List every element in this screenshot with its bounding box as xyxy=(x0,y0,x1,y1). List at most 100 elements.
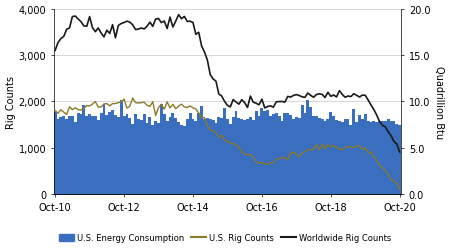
Bar xyxy=(344,119,346,194)
Y-axis label: Quadrillion Btu: Quadrillion Btu xyxy=(434,66,445,138)
Bar xyxy=(189,113,192,194)
Bar xyxy=(91,117,94,194)
Bar xyxy=(263,111,266,194)
Bar xyxy=(86,116,88,194)
Bar xyxy=(234,112,238,194)
Bar xyxy=(327,120,329,194)
Bar xyxy=(123,117,126,194)
Bar xyxy=(255,111,257,194)
Bar xyxy=(398,126,401,194)
Bar xyxy=(367,122,369,194)
Bar xyxy=(186,119,189,194)
Bar xyxy=(126,114,128,194)
Bar xyxy=(306,100,309,194)
Bar xyxy=(192,120,194,194)
Bar xyxy=(111,111,114,194)
Bar xyxy=(151,126,154,194)
Bar xyxy=(217,117,220,194)
Bar xyxy=(57,120,59,194)
Bar xyxy=(59,118,63,194)
Bar xyxy=(148,117,151,194)
Bar xyxy=(355,122,358,194)
Bar xyxy=(321,119,324,194)
Bar xyxy=(284,114,286,194)
Bar xyxy=(180,126,183,194)
Bar xyxy=(238,118,240,194)
Bar xyxy=(169,118,171,194)
Bar xyxy=(212,120,215,194)
Bar xyxy=(143,115,146,194)
Bar xyxy=(272,115,275,194)
Bar xyxy=(332,117,335,194)
Bar xyxy=(206,119,209,194)
Bar xyxy=(114,116,117,194)
Bar xyxy=(257,117,261,194)
Bar xyxy=(105,115,108,194)
Bar xyxy=(223,109,226,194)
Bar xyxy=(240,120,243,194)
Bar xyxy=(54,113,57,194)
Bar xyxy=(117,118,120,194)
Bar xyxy=(378,122,381,194)
Bar xyxy=(68,117,71,194)
Bar xyxy=(369,123,373,194)
Bar xyxy=(266,111,269,194)
Bar xyxy=(346,119,350,194)
Bar xyxy=(146,124,148,194)
Bar xyxy=(338,122,341,194)
Bar xyxy=(171,114,174,194)
Bar xyxy=(364,115,367,194)
Bar xyxy=(160,104,163,194)
Bar xyxy=(246,120,249,194)
Bar xyxy=(392,121,396,194)
Bar xyxy=(301,105,303,194)
Bar xyxy=(103,105,105,194)
Bar xyxy=(166,121,169,194)
Bar xyxy=(324,121,327,194)
Bar xyxy=(194,122,197,194)
Bar xyxy=(298,119,301,194)
Bar xyxy=(280,122,284,194)
Bar xyxy=(183,126,186,194)
Bar xyxy=(80,114,82,194)
Bar xyxy=(292,120,295,194)
Bar xyxy=(63,116,65,194)
Bar xyxy=(108,112,111,194)
Bar xyxy=(361,120,364,194)
Bar xyxy=(352,109,355,194)
Bar xyxy=(384,121,387,194)
Bar xyxy=(318,119,321,194)
Bar xyxy=(174,118,177,194)
Bar xyxy=(220,119,223,194)
Bar xyxy=(82,106,86,194)
Bar xyxy=(243,121,246,194)
Bar xyxy=(203,120,206,194)
Bar xyxy=(163,114,166,194)
Bar xyxy=(131,125,134,194)
Bar xyxy=(76,113,80,194)
Bar xyxy=(373,121,375,194)
Bar xyxy=(315,116,318,194)
Bar xyxy=(335,121,338,194)
Bar xyxy=(128,118,131,194)
Bar xyxy=(261,108,263,194)
Bar xyxy=(197,114,200,194)
Bar xyxy=(350,125,352,194)
Bar xyxy=(71,117,74,194)
Bar xyxy=(200,106,203,194)
Bar xyxy=(312,116,315,194)
Bar xyxy=(137,119,140,194)
Bar xyxy=(309,107,312,194)
Bar xyxy=(74,122,76,194)
Bar xyxy=(120,101,123,194)
Bar xyxy=(134,114,137,194)
Bar xyxy=(232,118,234,194)
Bar xyxy=(88,114,91,194)
Bar xyxy=(226,119,229,194)
Bar xyxy=(387,119,390,194)
Bar xyxy=(396,124,398,194)
Bar xyxy=(358,116,361,194)
Bar xyxy=(390,122,392,194)
Bar xyxy=(289,115,292,194)
Bar xyxy=(295,118,298,194)
